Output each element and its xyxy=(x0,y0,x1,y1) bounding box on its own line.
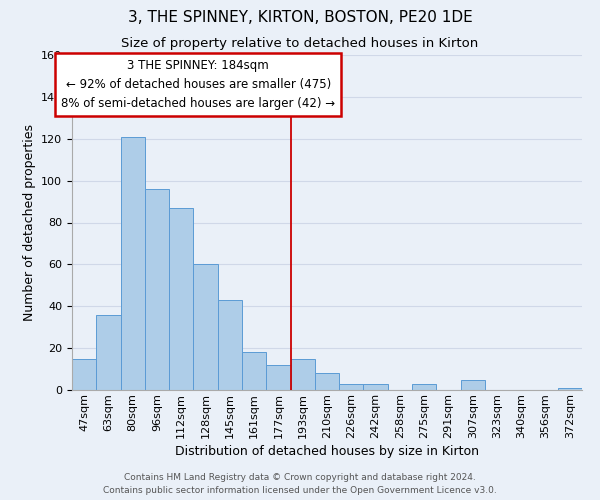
Bar xyxy=(290,358,315,390)
Bar xyxy=(169,208,193,390)
Bar xyxy=(412,384,436,390)
Bar xyxy=(558,388,582,390)
Bar xyxy=(121,136,145,390)
Bar xyxy=(339,384,364,390)
Bar xyxy=(315,373,339,390)
Bar xyxy=(461,380,485,390)
Bar xyxy=(193,264,218,390)
Bar xyxy=(145,189,169,390)
Bar xyxy=(364,384,388,390)
Bar xyxy=(218,300,242,390)
Bar xyxy=(72,358,96,390)
Bar xyxy=(242,352,266,390)
Bar xyxy=(96,314,121,390)
Text: Size of property relative to detached houses in Kirton: Size of property relative to detached ho… xyxy=(121,38,479,51)
X-axis label: Distribution of detached houses by size in Kirton: Distribution of detached houses by size … xyxy=(175,445,479,458)
Text: Contains HM Land Registry data © Crown copyright and database right 2024.
Contai: Contains HM Land Registry data © Crown c… xyxy=(103,474,497,495)
Text: 3, THE SPINNEY, KIRTON, BOSTON, PE20 1DE: 3, THE SPINNEY, KIRTON, BOSTON, PE20 1DE xyxy=(128,10,472,25)
Y-axis label: Number of detached properties: Number of detached properties xyxy=(23,124,35,321)
Text: 3 THE SPINNEY: 184sqm
← 92% of detached houses are smaller (475)
8% of semi-deta: 3 THE SPINNEY: 184sqm ← 92% of detached … xyxy=(61,59,335,110)
Bar xyxy=(266,365,290,390)
